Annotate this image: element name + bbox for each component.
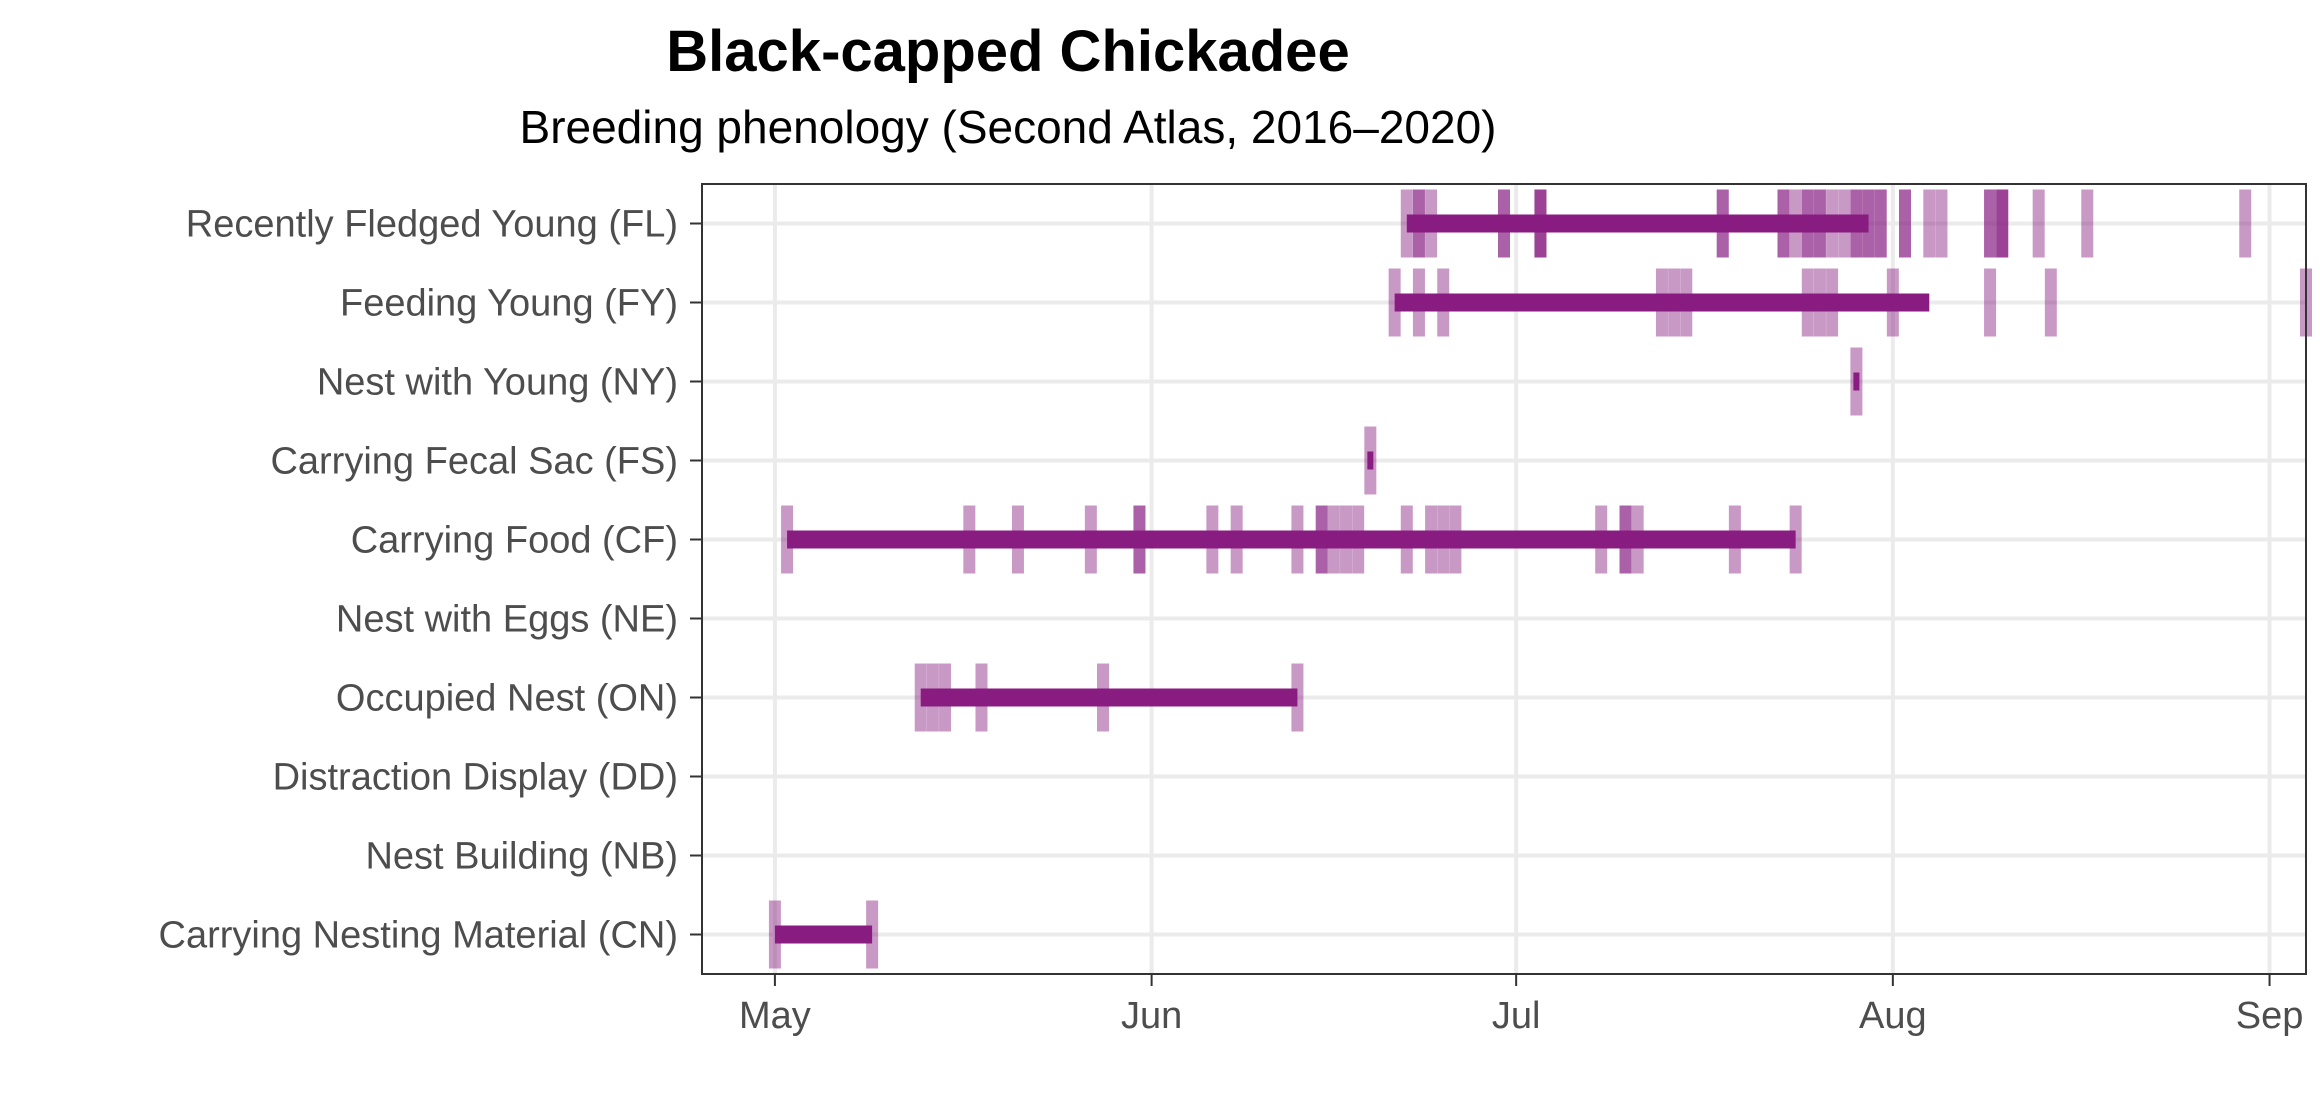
- observation-tick-fy-10: [1984, 268, 1997, 337]
- y-tick-label-cn: Carrying Nesting Material (CN): [159, 915, 678, 957]
- y-tick-label-dd: Distraction Display (DD): [273, 757, 678, 799]
- observation-tick-fl-26: [1899, 189, 1911, 258]
- chart-subtitle: Breeding phenology (Second Atlas, 2016–2…: [519, 101, 1497, 153]
- range-bar-fs: [1367, 451, 1374, 470]
- range-bar-fy: [1394, 293, 1930, 312]
- y-tick-label-fs: Carrying Fecal Sac (FS): [270, 441, 678, 483]
- observation-tick-fl-37: [2239, 189, 2252, 258]
- range-bar-cf: [787, 530, 1796, 549]
- range-bar-cn: [774, 925, 873, 944]
- axes: May Jun Jul Aug Sep Recently Fledged Young (F…: [159, 204, 2304, 1038]
- y-tick-label-ny: Nest with Young (NY): [317, 362, 678, 404]
- y-tick-label-nb: Nest Building (NB): [365, 836, 678, 878]
- range-bar-on: [920, 688, 1298, 707]
- chart-title: Black-capped Chickadee: [666, 19, 1350, 84]
- observation-tick-fy-11: [2044, 268, 2057, 337]
- x-tick-label-jun: Jun: [1121, 995, 1182, 1037]
- x-tick-label-sep: Sep: [2236, 995, 2304, 1037]
- y-tick-label-cf: Carrying Food (CF): [351, 520, 678, 562]
- observation-tick-fl-34: [1996, 189, 2009, 258]
- observation-tick-fl-33: [1996, 189, 2009, 258]
- observation-tick-fl-35: [2032, 189, 2045, 258]
- observation-tick-fl-25: [1874, 189, 1887, 258]
- y-tick-label-fy: Feeding Young (FY): [340, 283, 678, 325]
- range-bar-ny: [1853, 372, 1860, 391]
- plot-panel-border: [701, 183, 2307, 975]
- y-tick-label-on: Occupied Nest (ON): [336, 678, 678, 720]
- observation-tick-fl-28: [1923, 189, 1936, 258]
- observation-tick-fl-31: [1984, 189, 1997, 258]
- y-tick-label-fl: Recently Fledged Young (FL): [186, 204, 678, 246]
- observation-tick-fl-24: [1874, 189, 1887, 258]
- x-tick-label-aug: Aug: [1859, 995, 1927, 1037]
- y-tick-label-ne: Nest with Eggs (NE): [336, 599, 678, 641]
- range-bars: [774, 214, 1930, 944]
- observation-tick-fl-30: [1984, 189, 1997, 258]
- x-tick-label-may: May: [739, 995, 811, 1037]
- observation-tick-fl-36: [2081, 189, 2094, 258]
- observation-tick-fl-32: [1996, 189, 2009, 258]
- x-tick-label-jul: Jul: [1492, 995, 1541, 1037]
- observation-tick-fl-29: [1935, 189, 1948, 258]
- range-bar-fl: [1406, 214, 1869, 233]
- observation-tick-fl-27: [1899, 189, 1911, 258]
